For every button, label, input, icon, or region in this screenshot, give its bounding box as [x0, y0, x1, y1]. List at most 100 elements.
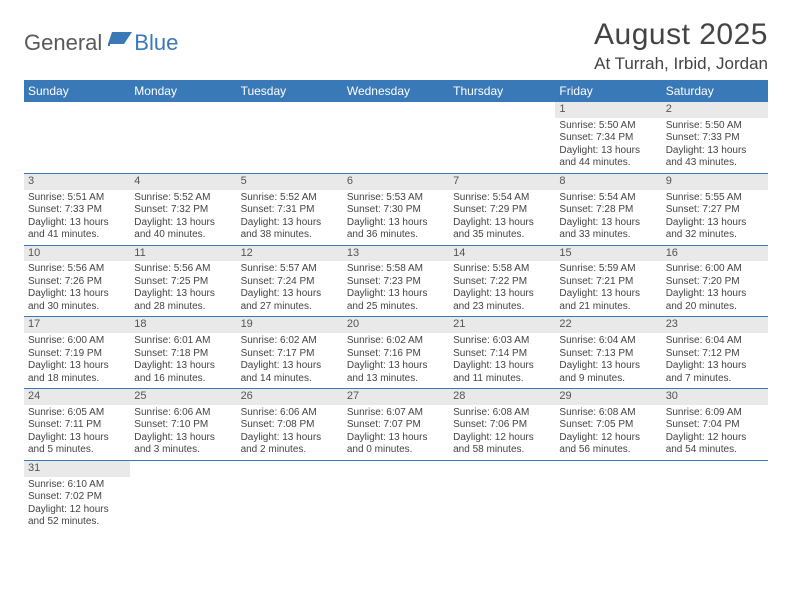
- daylight-line: Daylight: 13 hours and 9 minutes.: [559, 360, 657, 385]
- calendar-cell: 13Sunrise: 5:58 AMSunset: 7:23 PMDayligh…: [343, 245, 449, 317]
- daylight-line: Daylight: 13 hours and 11 minutes.: [453, 360, 551, 385]
- calendar-cell: 15Sunrise: 5:59 AMSunset: 7:21 PMDayligh…: [555, 245, 661, 317]
- day-number: 4: [130, 174, 236, 190]
- sunset-line: Sunset: 7:16 PM: [347, 348, 445, 361]
- day-number: 9: [662, 174, 768, 190]
- sunset-line: Sunset: 7:27 PM: [666, 204, 764, 217]
- sunrise-line: Sunrise: 6:00 AM: [666, 263, 764, 276]
- sunset-line: Sunset: 7:28 PM: [559, 204, 657, 217]
- calendar-cell: 14Sunrise: 5:58 AMSunset: 7:22 PMDayligh…: [449, 245, 555, 317]
- day-header: Thursday: [449, 80, 555, 102]
- calendar-cell: [24, 102, 130, 173]
- sunset-line: Sunset: 7:17 PM: [241, 348, 339, 361]
- sunset-line: Sunset: 7:04 PM: [666, 419, 764, 432]
- day-header: Sunday: [24, 80, 130, 102]
- daylight-line: Daylight: 13 hours and 36 minutes.: [347, 217, 445, 242]
- daylight-line: Daylight: 13 hours and 7 minutes.: [666, 360, 764, 385]
- sunrise-line: Sunrise: 6:04 AM: [559, 335, 657, 348]
- calendar-cell: 27Sunrise: 6:07 AMSunset: 7:07 PMDayligh…: [343, 389, 449, 461]
- daylight-line: Daylight: 13 hours and 28 minutes.: [134, 288, 232, 313]
- calendar-cell: 3Sunrise: 5:51 AMSunset: 7:33 PMDaylight…: [24, 173, 130, 245]
- sunrise-line: Sunrise: 6:05 AM: [28, 407, 126, 420]
- daylight-line: Daylight: 13 hours and 41 minutes.: [28, 217, 126, 242]
- daylight-line: Daylight: 13 hours and 14 minutes.: [241, 360, 339, 385]
- location: At Turrah, Irbid, Jordan: [594, 54, 768, 74]
- day-number: 6: [343, 174, 449, 190]
- daylight-line: Daylight: 13 hours and 27 minutes.: [241, 288, 339, 313]
- sunset-line: Sunset: 7:33 PM: [666, 132, 764, 145]
- calendar-cell: 5Sunrise: 5:52 AMSunset: 7:31 PMDaylight…: [237, 173, 343, 245]
- calendar-cell: 18Sunrise: 6:01 AMSunset: 7:18 PMDayligh…: [130, 317, 236, 389]
- calendar-cell: 25Sunrise: 6:06 AMSunset: 7:10 PMDayligh…: [130, 389, 236, 461]
- sunrise-line: Sunrise: 5:55 AM: [666, 192, 764, 205]
- sunrise-line: Sunrise: 5:51 AM: [28, 192, 126, 205]
- day-header: Tuesday: [237, 80, 343, 102]
- day-number: 24: [24, 389, 130, 405]
- day-number: 15: [555, 246, 661, 262]
- calendar-table: SundayMondayTuesdayWednesdayThursdayFrid…: [24, 80, 768, 532]
- day-number: 31: [24, 461, 130, 477]
- sunset-line: Sunset: 7:23 PM: [347, 276, 445, 289]
- sunset-line: Sunset: 7:10 PM: [134, 419, 232, 432]
- day-number: 22: [555, 317, 661, 333]
- logo-text-blue: Blue: [134, 30, 178, 56]
- calendar-cell: [343, 102, 449, 173]
- calendar-cell: 2Sunrise: 5:50 AMSunset: 7:33 PMDaylight…: [662, 102, 768, 173]
- day-number: 25: [130, 389, 236, 405]
- day-number: 23: [662, 317, 768, 333]
- sunset-line: Sunset: 7:33 PM: [28, 204, 126, 217]
- calendar-cell: 29Sunrise: 6:08 AMSunset: 7:05 PMDayligh…: [555, 389, 661, 461]
- calendar-cell: [130, 102, 236, 173]
- sunrise-line: Sunrise: 5:54 AM: [453, 192, 551, 205]
- calendar-cell: 8 Sunrise: 5:54 AMSunset: 7:28 PMDaylight…: [555, 173, 661, 245]
- calendar-cell: 6Sunrise: 5:53 AMSunset: 7:30 PMDaylight…: [343, 173, 449, 245]
- flag-icon: [108, 28, 134, 51]
- calendar-cell: 9Sunrise: 5:55 AMSunset: 7:27 PMDaylight…: [662, 173, 768, 245]
- sunrise-line: Sunrise: 6:04 AM: [666, 335, 764, 348]
- calendar-cell: [237, 460, 343, 531]
- day-header: Monday: [130, 80, 236, 102]
- daylight-line: Daylight: 13 hours and 33 minutes.: [559, 217, 657, 242]
- day-number: 1: [555, 102, 661, 118]
- calendar-cell: 4Sunrise: 5:52 AMSunset: 7:32 PMDaylight…: [130, 173, 236, 245]
- sunset-line: Sunset: 7:20 PM: [666, 276, 764, 289]
- daylight-line: Daylight: 12 hours and 52 minutes.: [28, 504, 126, 529]
- calendar-cell: 24Sunrise: 6:05 AMSunset: 7:11 PMDayligh…: [24, 389, 130, 461]
- daylight-line: Daylight: 13 hours and 0 minutes.: [347, 432, 445, 457]
- sunset-line: Sunset: 7:22 PM: [453, 276, 551, 289]
- daylight-line: Daylight: 13 hours and 43 minutes.: [666, 145, 764, 170]
- sunrise-line: Sunrise: 6:07 AM: [347, 407, 445, 420]
- daylight-line: Daylight: 13 hours and 13 minutes.: [347, 360, 445, 385]
- sunset-line: Sunset: 7:12 PM: [666, 348, 764, 361]
- day-number: 19: [237, 317, 343, 333]
- daylight-line: Daylight: 12 hours and 58 minutes.: [453, 432, 551, 457]
- daylight-line: Daylight: 13 hours and 2 minutes.: [241, 432, 339, 457]
- daylight-line: Daylight: 12 hours and 56 minutes.: [559, 432, 657, 457]
- day-number: 11: [130, 246, 236, 262]
- day-number: 8: [555, 174, 661, 190]
- sunrise-line: Sunrise: 6:08 AM: [453, 407, 551, 420]
- sunrise-line: Sunrise: 5:50 AM: [559, 120, 657, 133]
- sunrise-line: Sunrise: 6:03 AM: [453, 335, 551, 348]
- daylight-line: Daylight: 13 hours and 25 minutes.: [347, 288, 445, 313]
- calendar-cell: [449, 102, 555, 173]
- sunset-line: Sunset: 7:19 PM: [28, 348, 126, 361]
- day-number: 29: [555, 389, 661, 405]
- sunset-line: Sunset: 7:13 PM: [559, 348, 657, 361]
- sunset-line: Sunset: 7:30 PM: [347, 204, 445, 217]
- daylight-line: Daylight: 13 hours and 18 minutes.: [28, 360, 126, 385]
- sunrise-line: Sunrise: 5:54 AM: [559, 192, 657, 205]
- sunrise-line: Sunrise: 6:09 AM: [666, 407, 764, 420]
- daylight-line: Daylight: 13 hours and 35 minutes.: [453, 217, 551, 242]
- daylight-line: Daylight: 13 hours and 23 minutes.: [453, 288, 551, 313]
- daylight-line: Daylight: 13 hours and 20 minutes.: [666, 288, 764, 313]
- day-header: Friday: [555, 80, 661, 102]
- sunrise-line: Sunrise: 6:01 AM: [134, 335, 232, 348]
- daylight-line: Daylight: 13 hours and 5 minutes.: [28, 432, 126, 457]
- calendar-cell: [343, 460, 449, 531]
- daylight-line: Daylight: 13 hours and 21 minutes.: [559, 288, 657, 313]
- day-number: 2: [662, 102, 768, 118]
- sunset-line: Sunset: 7:25 PM: [134, 276, 232, 289]
- calendar-cell: 1Sunrise: 5:50 AMSunset: 7:34 PMDaylight…: [555, 102, 661, 173]
- sunset-line: Sunset: 7:14 PM: [453, 348, 551, 361]
